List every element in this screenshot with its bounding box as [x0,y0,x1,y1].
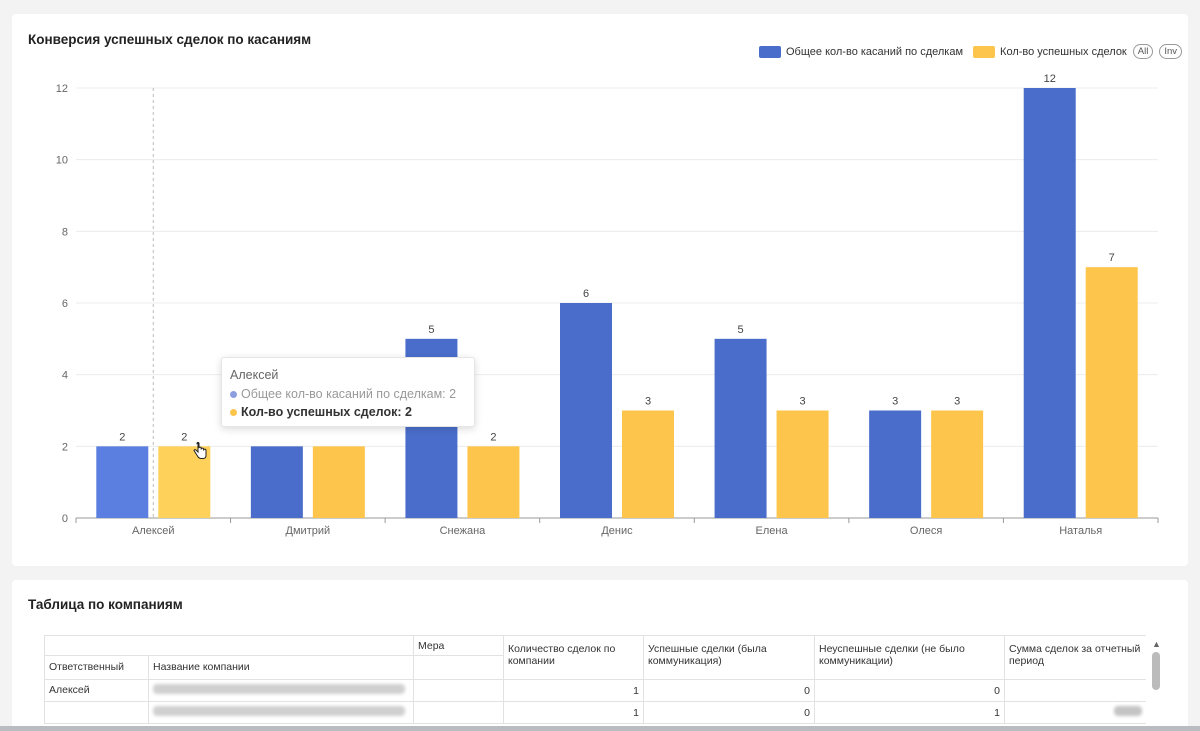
companies-table-wrapper: Мера Количество сделок по компании Успеш… [44,635,1146,731]
data-label: 2 [181,431,187,443]
scroll-up-arrow-icon[interactable]: ▲ [1152,639,1161,649]
tooltip-dot-yellow [230,408,237,416]
table-header-row-2: Ответственный Название компании [44,655,1147,680]
tooltip-row-successful: Кол-во успешных сделок: 2 [230,405,412,419]
cell-successful: 0 [643,701,815,724]
x-category-label: Снежана [440,525,487,537]
data-label: 2 [490,431,496,443]
x-category-label: Наталья [1059,525,1102,537]
companies-table: Мера Количество сделок по компании Успеш… [44,635,1146,724]
data-label: 3 [800,396,806,408]
legend-item-successful-deals[interactable]: Кол-во успешных сделок [973,45,1127,58]
y-tick-label: 0 [62,513,68,525]
cell-deals-count: 1 [503,701,644,724]
bar-successful-deals [776,410,829,518]
cell-unsuccessful: 1 [814,701,1005,724]
header-measure: Мера [413,635,504,656]
legend-swatch-blue [759,45,781,58]
tooltip-row-total-text: Общее кол-во касаний по сделкам: 2 [241,387,457,401]
blurred-sum [1114,706,1142,717]
cell-company [148,679,414,702]
bar-total-touches [869,410,922,518]
cell-unsuccessful: 0 [814,679,1005,702]
data-label: 12 [1044,73,1056,85]
cell-sum [1004,701,1146,724]
chart-title: Конверсия успешных сделок по касаниям [28,32,312,47]
cell-sum [1004,679,1146,702]
y-tick-label: 4 [62,370,68,382]
bar-successful-deals [622,410,674,518]
legend-swatch-yellow [973,45,996,58]
legend-all-button[interactable]: All [1132,44,1154,59]
y-tick-label: 10 [56,155,68,167]
y-tick-label: 8 [62,226,68,238]
bar-successful-deals [1085,267,1138,518]
y-tick-label: 12 [56,83,68,95]
legend-label-total-touches: Общее кол-во касаний по сделкам [786,45,964,58]
y-tick-label: 2 [62,441,68,453]
x-category-label: Олеся [910,525,942,537]
companies-table-panel: Таблица по компаниям Мера Количество сде… [12,580,1188,731]
legend-item-total-touches[interactable]: Общее кол-во касаний по сделкам [759,45,964,58]
table-title: Таблица по компаниям [28,597,183,612]
table-scrollbar-thumb[interactable] [1152,652,1160,690]
bar-successful-deals [312,446,365,518]
header-responsible[interactable]: Ответственный [44,655,149,680]
cell-measure [413,679,504,702]
hand-cursor-icon [193,442,207,459]
data-label: 3 [892,396,898,408]
x-category-label: Дмитрий [286,525,331,537]
x-category-label: Алексей [132,525,175,537]
data-label: 2 [119,431,125,443]
bar-chart: 0 2 4 6 8 10 12 2 2 Алексей Дмитрий 5 2 Снежана 6 3 Дени… [56,73,1159,537]
bar-successful-deals [931,410,984,518]
chart-tooltip: Алексей Общее кол-во касаний по сделкам:… [221,357,475,427]
header-company[interactable]: Название компании [148,655,414,680]
table-row[interactable]: 1 0 1 [44,701,1146,724]
bar-total-touches [250,446,303,518]
header-deals-count[interactable]: Количество сделок по компании [503,635,644,680]
cell-successful: 0 [643,679,815,702]
tooltip-row-successful-text: Кол-во успешных сделок: 2 [241,405,412,419]
bar-total-touches [96,446,149,518]
table-row[interactable]: Алексей 1 0 0 [44,679,1146,702]
header-successful[interactable]: Успешные сделки (была коммуникация) [643,635,815,680]
header-empty [44,635,414,656]
header-measure-empty [413,655,504,680]
data-label: 5 [738,324,744,336]
cell-company [148,701,414,724]
tooltip-row-total: Общее кол-во касаний по сделкам: 2 [230,387,456,401]
chart-legend: Общее кол-во касаний по сделкам Кол-во у… [749,44,1182,59]
bar-total-touches [560,303,612,518]
x-category-label: Елена [756,525,789,537]
x-category-label: Денис [601,525,633,537]
tooltip-dot-blue [230,390,237,398]
data-label: 7 [1109,252,1115,264]
data-label: 6 [583,288,589,300]
header-sum[interactable]: Сумма сделок за отчетный период [1004,635,1146,680]
cell-measure [413,701,504,724]
bar-total-touches [714,338,767,518]
cell-responsible: Алексей [44,679,149,702]
bar-successful-deals [467,446,520,518]
legend-label-successful-deals: Кол-во успешных сделок [1000,45,1127,58]
bottom-edge [0,726,1200,731]
bar-total-touches [1023,88,1076,518]
y-tick-label: 6 [62,298,68,310]
tooltip-title: Алексей [230,368,279,382]
data-label: 3 [954,396,960,408]
data-label: 3 [645,396,651,408]
blurred-company-name [153,706,405,717]
cell-deals-count: 1 [503,679,644,702]
data-label: 5 [428,324,434,336]
blurred-company-name [153,684,405,695]
header-unsuccessful[interactable]: Неуспешные сделки (не было коммуникации) [814,635,1005,680]
cell-responsible [44,701,149,724]
table-header-row-1: Мера Количество сделок по компании Успеш… [44,635,1146,680]
legend-inverse-button[interactable]: Inv [1159,44,1182,59]
